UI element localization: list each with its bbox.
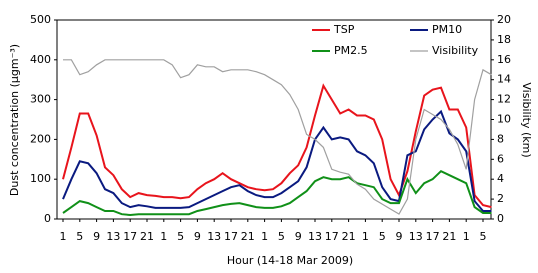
x-tick-label: 17 (426, 230, 440, 243)
y-tick-label: 300 (30, 93, 51, 106)
x-tick-label: 1 (362, 230, 369, 243)
x-tick-label: 5 (177, 230, 184, 243)
y2-tick-label: 20 (497, 13, 511, 26)
y-axis-label: Dust concentration (μgm⁻³) (8, 44, 21, 196)
y-tick-label: 500 (30, 13, 51, 26)
x-tick-label: 21 (140, 230, 154, 243)
legend-label: TSP (333, 23, 355, 36)
x-tick-label: 13 (308, 230, 322, 243)
legend-label: Visibility (432, 44, 479, 57)
y-tick-label: 400 (30, 53, 51, 66)
x-tick-label: 1 (60, 230, 67, 243)
x-tick-label: 5 (379, 230, 386, 243)
y-tick-label: 200 (30, 132, 51, 145)
y2-tick-label: 10 (497, 113, 511, 126)
x-tick-label: 17 (325, 230, 339, 243)
x-tick-label: 5 (278, 230, 285, 243)
x-tick-label: 21 (342, 230, 356, 243)
y2-tick-label: 6 (497, 152, 504, 165)
y2-tick-label: 0 (497, 212, 504, 225)
series-line (62, 83, 492, 209)
y2-tick-label: 16 (497, 53, 511, 66)
y-tick-label: 0 (44, 212, 51, 225)
x-tick-label: 5 (480, 230, 487, 243)
y2-tick-label: 12 (497, 93, 511, 106)
x-tick-label: 9 (396, 230, 403, 243)
y2-tick-label: 14 (497, 73, 511, 86)
y2-tick-label: 4 (497, 172, 504, 185)
x-tick-label: 13 (106, 230, 120, 243)
x-tick-label: 13 (409, 230, 423, 243)
y2-tick-label: 18 (497, 33, 511, 46)
y-tick-label: 100 (30, 172, 51, 185)
y2-axis-label: Visibility (km) (520, 82, 533, 157)
x-axis-label: Hour (14-18 Mar 2009) (227, 254, 353, 267)
y2-tick-label: 8 (497, 132, 504, 145)
x-tick-label: 5 (76, 230, 83, 243)
x-tick-label: 17 (224, 230, 238, 243)
x-tick-label: 1 (261, 230, 268, 243)
legend-label: PM2.5 (334, 44, 368, 57)
x-tick-label: 21 (442, 230, 456, 243)
x-tick-label: 1 (463, 230, 470, 243)
x-tick-label: 17 (123, 230, 137, 243)
legend-label: PM10 (432, 23, 462, 36)
series-line (62, 170, 492, 217)
x-tick-label: 9 (194, 230, 201, 243)
x-tick-label: 1 (160, 230, 167, 243)
x-tick-label: 9 (295, 230, 302, 243)
x-tick-label: 13 (207, 230, 221, 243)
y2-tick-label: 2 (497, 192, 504, 205)
x-tick-label: 21 (241, 230, 255, 243)
series-line (63, 59, 492, 215)
x-tick-label: 9 (93, 230, 100, 243)
series-line (62, 109, 492, 212)
